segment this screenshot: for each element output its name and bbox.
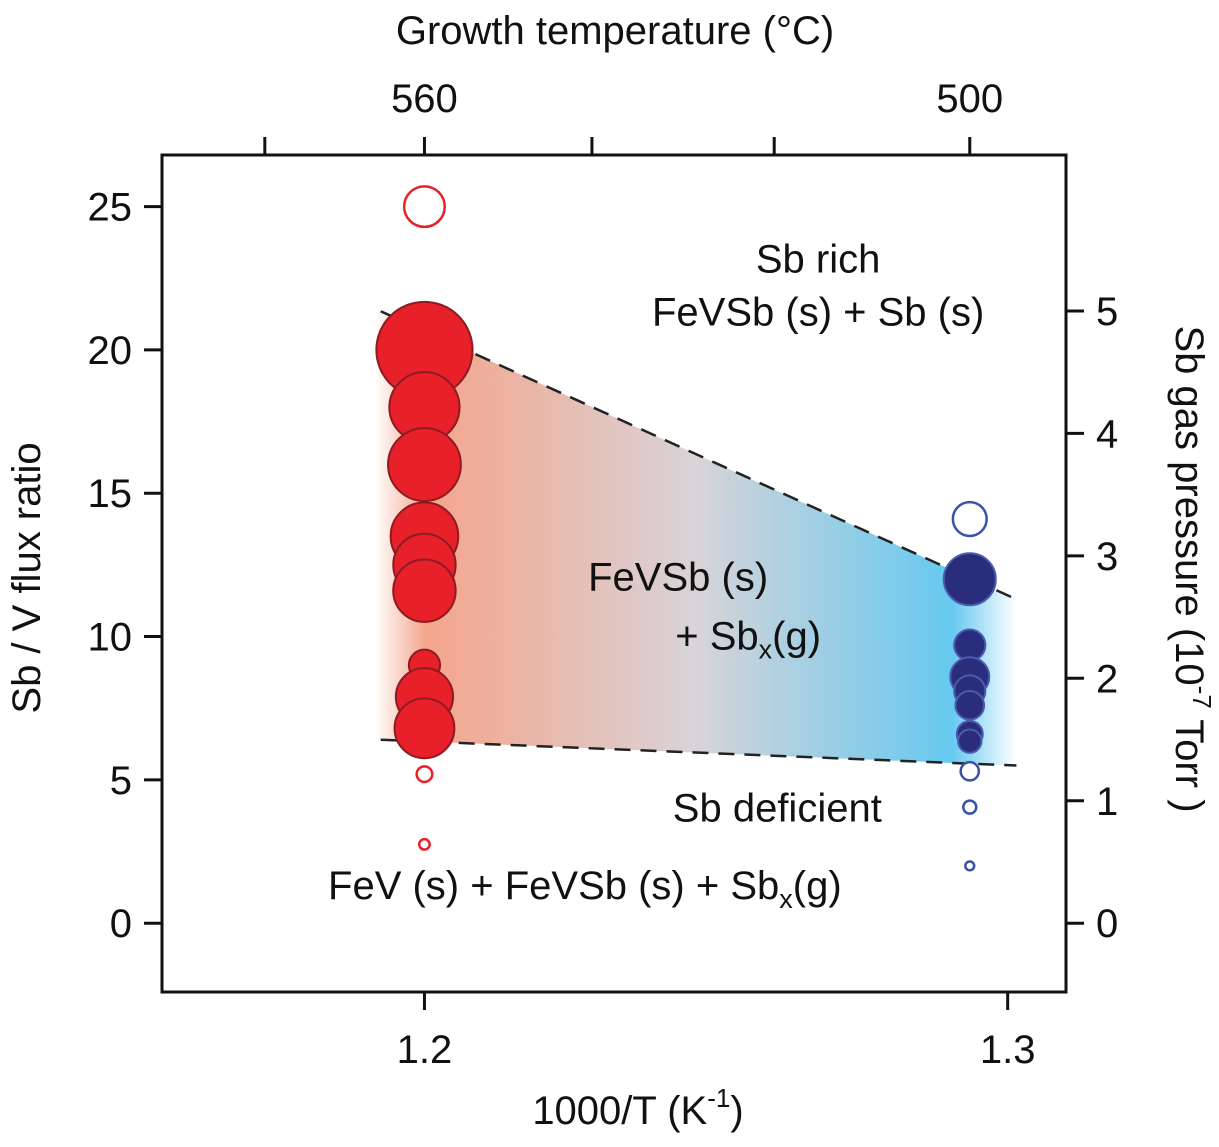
- plot-frame: [160, 153, 1068, 994]
- top-axis-tick-label: 500: [936, 77, 1003, 121]
- left-axis-tick-label: 15: [88, 472, 133, 516]
- blue-filled-marker: [957, 728, 983, 754]
- blue-filled-marker: [942, 552, 997, 607]
- blue-filled-marker: [954, 690, 986, 721]
- left-axis-tick-label: 20: [88, 329, 133, 373]
- region-annotations: Sb rich FeVSb (s) + Sb (s) FeVSb (s) + Sbx(…: [328, 238, 984, 914]
- red-open-marker: [418, 837, 431, 851]
- blue-open-marker: [964, 860, 976, 872]
- mid-phase-2: + Sbx(g): [675, 614, 821, 664]
- lower-boundary-line: [380, 738, 1017, 767]
- bottom-axis-title: 1000/T (K-1): [532, 1083, 743, 1133]
- sb-rich-title: Sb rich: [756, 238, 881, 282]
- mid-phase-1: FeVSb (s): [588, 556, 768, 600]
- data-markers: [375, 185, 997, 872]
- phase-boundary-lines: [380, 310, 1017, 767]
- left-axis-tick-label: 5: [110, 759, 132, 803]
- right-axis-tick-label: 0: [1096, 902, 1118, 946]
- right-axis-tick-label: 4: [1096, 412, 1118, 456]
- red-open-marker: [415, 765, 434, 784]
- blue-open-marker: [959, 760, 981, 782]
- right-axis-tick-label: 3: [1096, 535, 1118, 579]
- axes: 0 5 10 15 20 25 0 1 2 3 4 5 1.2 1.3 560 500: [88, 77, 1119, 1072]
- top-axis-title: Growth temperature (°C): [396, 9, 834, 53]
- bottom-axis-tick-label: 1.2: [397, 1028, 453, 1072]
- blue-filled-marker: [953, 628, 987, 662]
- sb-deficient-phases: FeV (s) + FeVSb (s) + Sbx(g): [328, 864, 842, 914]
- upper-boundary-line: [380, 310, 1017, 601]
- red-filled-marker: [392, 558, 457, 623]
- phase-region-band: [374, 308, 1017, 766]
- right-axis-tick-label: 5: [1096, 290, 1118, 334]
- red-open-marker: [402, 185, 446, 229]
- left-axis-tick-label: 10: [88, 616, 133, 660]
- left-axis-title: Sb / V flux ratio: [5, 442, 49, 713]
- right-axis-title: Sb gas pressure (10-7 Torr ): [1167, 325, 1217, 812]
- sb-rich-phases: FeVSb (s) + Sb (s): [652, 291, 984, 335]
- left-axis-tick-label: 25: [88, 186, 133, 230]
- sb-deficient-title: Sb deficient: [673, 786, 882, 830]
- top-axis-tick-label: 560: [391, 77, 458, 121]
- red-filled-marker: [387, 427, 462, 502]
- red-filled-marker: [393, 697, 456, 760]
- phase-region-gradient: [374, 308, 1017, 766]
- right-axis-tick-label: 1: [1096, 780, 1118, 824]
- blue-open-marker: [962, 799, 978, 815]
- bottom-axis-tick-label: 1.3: [980, 1028, 1036, 1072]
- blue-open-marker: [951, 500, 988, 538]
- right-axis-tick-label: 2: [1096, 657, 1118, 701]
- left-axis-tick-label: 0: [110, 902, 132, 946]
